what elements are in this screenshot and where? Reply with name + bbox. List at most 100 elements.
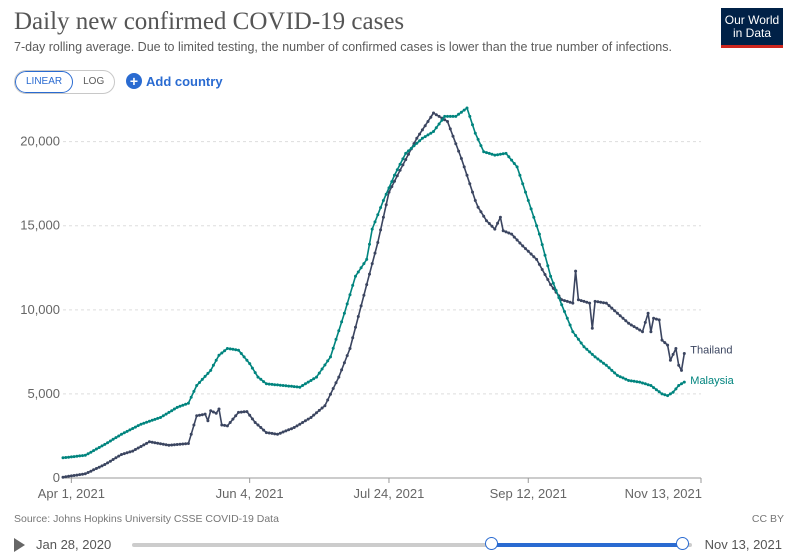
thailand-data-point	[217, 407, 221, 411]
thailand-data-point	[451, 134, 455, 138]
thailand-data-point	[627, 321, 631, 325]
malaysia-data-point	[306, 380, 310, 384]
thailand-data-point	[607, 304, 611, 308]
license-link[interactable]: CC BY	[751, 513, 784, 525]
malaysia-data-point	[582, 345, 586, 349]
malaysia-data-point	[618, 375, 622, 379]
timeline-selected-range	[491, 543, 682, 547]
play-icon[interactable]	[14, 538, 25, 552]
thailand-data-point	[471, 190, 474, 194]
thailand-data-point	[468, 182, 472, 186]
malaysia-data-point	[434, 126, 438, 130]
thailand-data-point	[510, 232, 514, 236]
thailand-data-point	[334, 381, 338, 385]
thailand-data-point	[459, 157, 463, 160]
thailand-data-point	[156, 441, 160, 445]
malaysia-data-point	[203, 374, 207, 378]
thailand-data-point	[376, 241, 380, 244]
add-country-button[interactable]: + Add country	[126, 71, 223, 91]
thailand-data-point	[253, 421, 257, 424]
thailand-data-point	[621, 316, 625, 320]
thailand-data-point	[521, 244, 525, 248]
thailand-data-point	[604, 301, 608, 305]
log-scale-button[interactable]: LOG	[83, 76, 105, 87]
thailand-data-point	[485, 219, 488, 223]
thailand-data-point	[582, 299, 586, 303]
linear-scale-button[interactable]: LINEAR	[15, 71, 74, 93]
add-country-label: Add country	[146, 73, 223, 89]
malaysia-data-point	[281, 384, 285, 387]
malaysia-data-point	[342, 311, 346, 315]
timeline-end-handle[interactable]	[676, 537, 689, 550]
thailand-data-point	[356, 315, 360, 318]
thailand-data-point	[446, 120, 449, 123]
thailand-data-point	[64, 475, 68, 479]
malaysia-data-point	[200, 377, 204, 381]
thailand-data-point	[624, 319, 628, 323]
malaysia-data-point	[100, 444, 104, 448]
thailand-data-point	[418, 132, 422, 136]
malaysia-data-point	[560, 303, 564, 307]
thailand-data-point	[663, 341, 667, 345]
thailand-data-point	[532, 255, 536, 259]
thailand-data-point	[192, 423, 196, 427]
thailand-data-point	[596, 300, 600, 304]
thailand-data-point	[504, 230, 508, 234]
malaysia-data-point	[94, 447, 98, 451]
thailand-data-point	[142, 443, 146, 447]
malaysia-data-point	[217, 353, 221, 357]
thailand-data-point	[228, 421, 232, 424]
malaysia-data-point	[604, 363, 608, 367]
malaysia-data-point	[448, 114, 452, 118]
thailand-data-point	[245, 410, 249, 414]
malaysia-data-point	[170, 409, 174, 413]
thailand-data-point	[225, 424, 229, 428]
malaysia-data-point	[629, 379, 633, 383]
malaysia-data-point	[529, 207, 533, 211]
malaysia-data-point	[362, 262, 366, 266]
malaysia-data-point	[588, 350, 592, 354]
thailand-data-point	[543, 273, 547, 276]
malaysia-data-point	[86, 452, 90, 456]
malaysia-data-point	[521, 182, 525, 186]
malaysia-data-point	[117, 434, 121, 438]
malaysia-data-point	[256, 375, 260, 379]
malaysia-data-point	[627, 379, 631, 382]
thailand-data-point	[136, 446, 140, 450]
thailand-data-point	[281, 430, 285, 434]
timeline-start-handle[interactable]	[485, 537, 498, 550]
malaysia-data-point	[613, 371, 617, 375]
malaysia-data-point	[524, 190, 527, 194]
thailand-data-point	[114, 456, 118, 460]
thailand-data-point	[198, 413, 201, 417]
thailand-data-point	[351, 336, 355, 340]
thailand-data-point	[671, 352, 675, 356]
thailand-data-point	[682, 352, 686, 355]
malaysia-data-point	[504, 151, 508, 155]
owid-logo[interactable]: Our World in Data	[721, 8, 783, 48]
malaysia-data-point	[253, 371, 257, 375]
thailand-data-point	[111, 458, 115, 461]
malaysia-data-point	[186, 401, 190, 405]
thailand-data-point	[568, 300, 572, 304]
thailand-data-point	[242, 410, 246, 414]
malaysia-data-point	[532, 215, 536, 219]
x-tick-label: Nov 13, 2021	[625, 486, 702, 501]
thailand-data-point	[365, 283, 369, 287]
malaysia-data-point	[92, 449, 96, 453]
malaysia-data-point	[638, 380, 642, 384]
thailand-data-point	[234, 414, 238, 418]
thailand-data-point	[415, 136, 419, 140]
thailand-data-point	[256, 423, 260, 427]
thailand-data-point	[448, 127, 452, 131]
thailand-data-point	[259, 426, 263, 429]
thailand-data-point	[237, 410, 240, 414]
malaysia-data-point	[429, 131, 433, 135]
thailand-data-point	[340, 368, 344, 372]
malaysia-data-point	[128, 428, 132, 432]
malaysia-data-point	[379, 206, 383, 210]
thailand-data-point	[395, 174, 399, 178]
malaysia-data-point	[234, 348, 238, 352]
malaysia-data-point	[150, 418, 154, 422]
timeline-track[interactable]	[132, 543, 692, 547]
